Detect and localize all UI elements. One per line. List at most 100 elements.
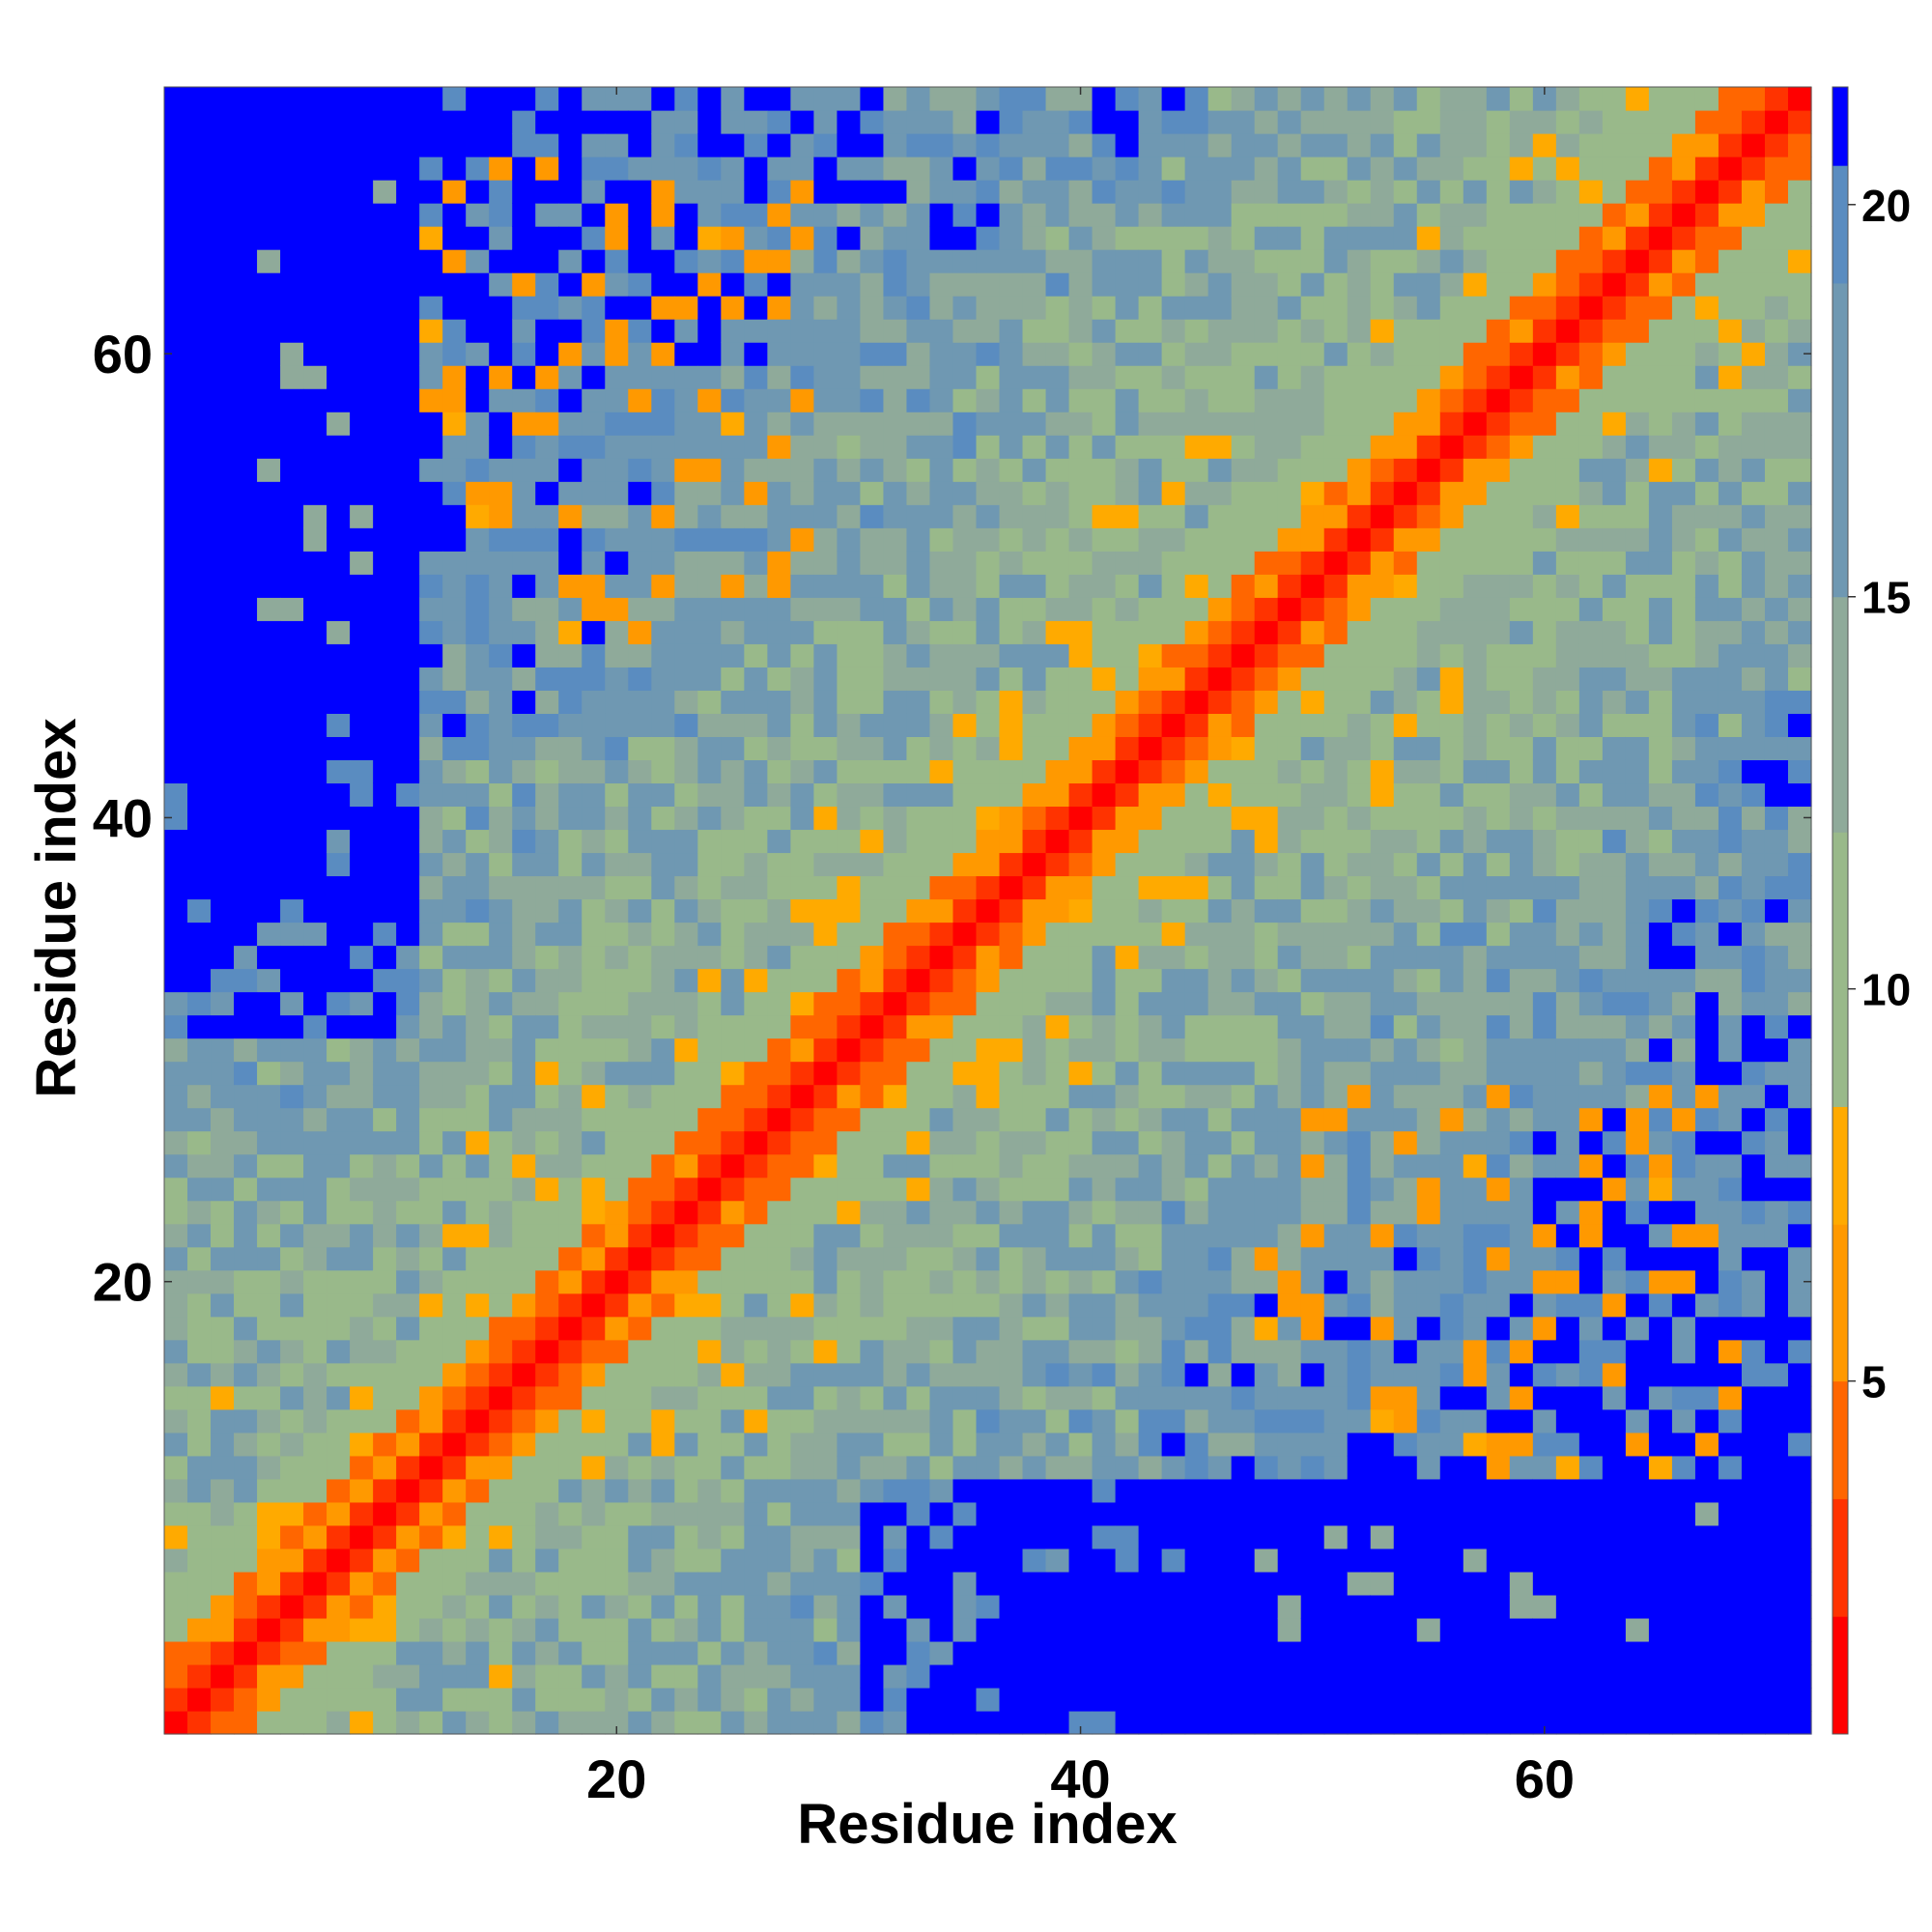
heatmap-cell	[651, 110, 675, 134]
heatmap-cell	[535, 667, 559, 691]
heatmap-cell	[837, 1548, 862, 1573]
heatmap-cell	[721, 1663, 745, 1689]
heatmap-cell	[1439, 1223, 1464, 1248]
heatmap-cell	[605, 226, 629, 250]
heatmap-cell	[883, 504, 908, 528]
heatmap-cell	[489, 156, 513, 181]
heatmap-cell	[837, 1432, 862, 1457]
heatmap-cell	[1439, 272, 1464, 297]
heatmap-cell	[1694, 1037, 1719, 1063]
heatmap-cell	[1045, 759, 1070, 784]
heatmap-cell	[257, 1524, 281, 1549]
heatmap-cell	[419, 1177, 443, 1202]
heatmap-cell	[1486, 1687, 1511, 1712]
heatmap-cell	[1741, 597, 1766, 621]
heatmap-cell	[373, 667, 397, 691]
heatmap-cell	[211, 574, 235, 598]
heatmap-cell	[628, 1455, 652, 1480]
heatmap-cell	[976, 806, 1001, 831]
heatmap-cell	[744, 968, 768, 993]
heatmap-cell	[976, 875, 1001, 900]
heatmap-cell	[1648, 1339, 1673, 1364]
heatmap-cell	[1625, 365, 1650, 389]
heatmap-cell	[1718, 1177, 1743, 1202]
heatmap-cell	[1764, 458, 1789, 482]
heatmap-cell	[1138, 1084, 1163, 1109]
heatmap-cell	[1300, 736, 1325, 760]
heatmap-cell	[744, 597, 768, 621]
heatmap-cell	[1602, 1710, 1627, 1735]
heatmap-cell	[1022, 713, 1047, 737]
heatmap-cell	[1602, 736, 1627, 760]
heatmap-cell	[280, 1640, 304, 1665]
heatmap-cell	[303, 1617, 327, 1642]
heatmap-cell	[1393, 203, 1418, 227]
heatmap-cell	[1208, 690, 1233, 714]
heatmap-cell	[1602, 296, 1627, 320]
heatmap-cell	[442, 1455, 467, 1480]
heatmap-cell	[211, 1617, 235, 1642]
heatmap-cell	[558, 1037, 582, 1063]
heatmap-cell	[280, 1037, 304, 1063]
heatmap-cell	[1648, 1362, 1673, 1387]
heatmap-cell	[1347, 968, 1372, 993]
heatmap-cell	[1347, 875, 1372, 900]
heatmap-cell	[582, 180, 606, 204]
heatmap-cell	[234, 1594, 258, 1619]
heatmap-cell	[1092, 829, 1117, 854]
heatmap-cell	[929, 597, 954, 621]
heatmap-cell	[790, 365, 814, 389]
heatmap-cell	[1439, 1269, 1464, 1294]
heatmap-cell	[906, 667, 931, 691]
heatmap-cell	[582, 1200, 606, 1225]
heatmap-cell	[280, 1432, 304, 1457]
heatmap-cell	[976, 736, 1001, 760]
heatmap-cell	[1416, 1710, 1441, 1735]
heatmap-cell	[605, 829, 629, 854]
heatmap-cell	[651, 1571, 675, 1596]
heatmap-cell	[1347, 319, 1372, 343]
heatmap-cell	[1092, 782, 1117, 808]
heatmap-cell	[280, 1548, 304, 1573]
heatmap-cell	[303, 1061, 327, 1086]
heatmap-cell	[1184, 296, 1209, 320]
heatmap-cell	[1045, 1269, 1070, 1294]
heatmap-cell	[1555, 1432, 1580, 1457]
heatmap-cell	[350, 643, 374, 668]
heatmap-cell	[1068, 1408, 1094, 1434]
heatmap-cell	[651, 643, 675, 668]
heatmap-cell	[1208, 249, 1233, 273]
heatmap-cell	[651, 1501, 675, 1526]
heatmap-cell	[1022, 458, 1047, 482]
heatmap-cell	[582, 435, 606, 459]
heatmap-cell	[1463, 342, 1488, 366]
heatmap-cell	[582, 782, 606, 808]
heatmap-cell	[1092, 504, 1117, 528]
heatmap-cell	[1578, 1432, 1604, 1457]
heatmap-cell	[1231, 1107, 1256, 1132]
heatmap-cell	[1463, 1594, 1488, 1619]
heatmap-cell	[860, 945, 885, 970]
heatmap-cell	[1416, 1455, 1441, 1480]
heatmap-cell	[1694, 759, 1719, 784]
heatmap-cell	[442, 643, 467, 668]
heatmap-cell	[952, 481, 978, 505]
heatmap-cell	[674, 1548, 698, 1573]
heatmap-cell	[1347, 365, 1372, 389]
heatmap-cell	[1532, 1177, 1557, 1202]
heatmap-cell	[234, 1640, 258, 1665]
heatmap-cell	[999, 551, 1024, 575]
heatmap-cell	[1347, 759, 1372, 784]
heatmap-cell	[628, 1617, 652, 1642]
heatmap-cell	[605, 1037, 629, 1063]
heatmap-cell	[234, 736, 258, 760]
heatmap-cell	[350, 412, 374, 436]
heatmap-cell	[1254, 1524, 1279, 1549]
heatmap-cell	[1625, 133, 1650, 157]
heatmap-cell	[999, 1455, 1024, 1480]
heatmap-cell	[280, 829, 304, 854]
heatmap-cell	[697, 1107, 722, 1132]
heatmap-cell	[303, 412, 327, 436]
heatmap-cell	[1092, 1200, 1117, 1225]
heatmap-cell	[489, 1571, 513, 1596]
